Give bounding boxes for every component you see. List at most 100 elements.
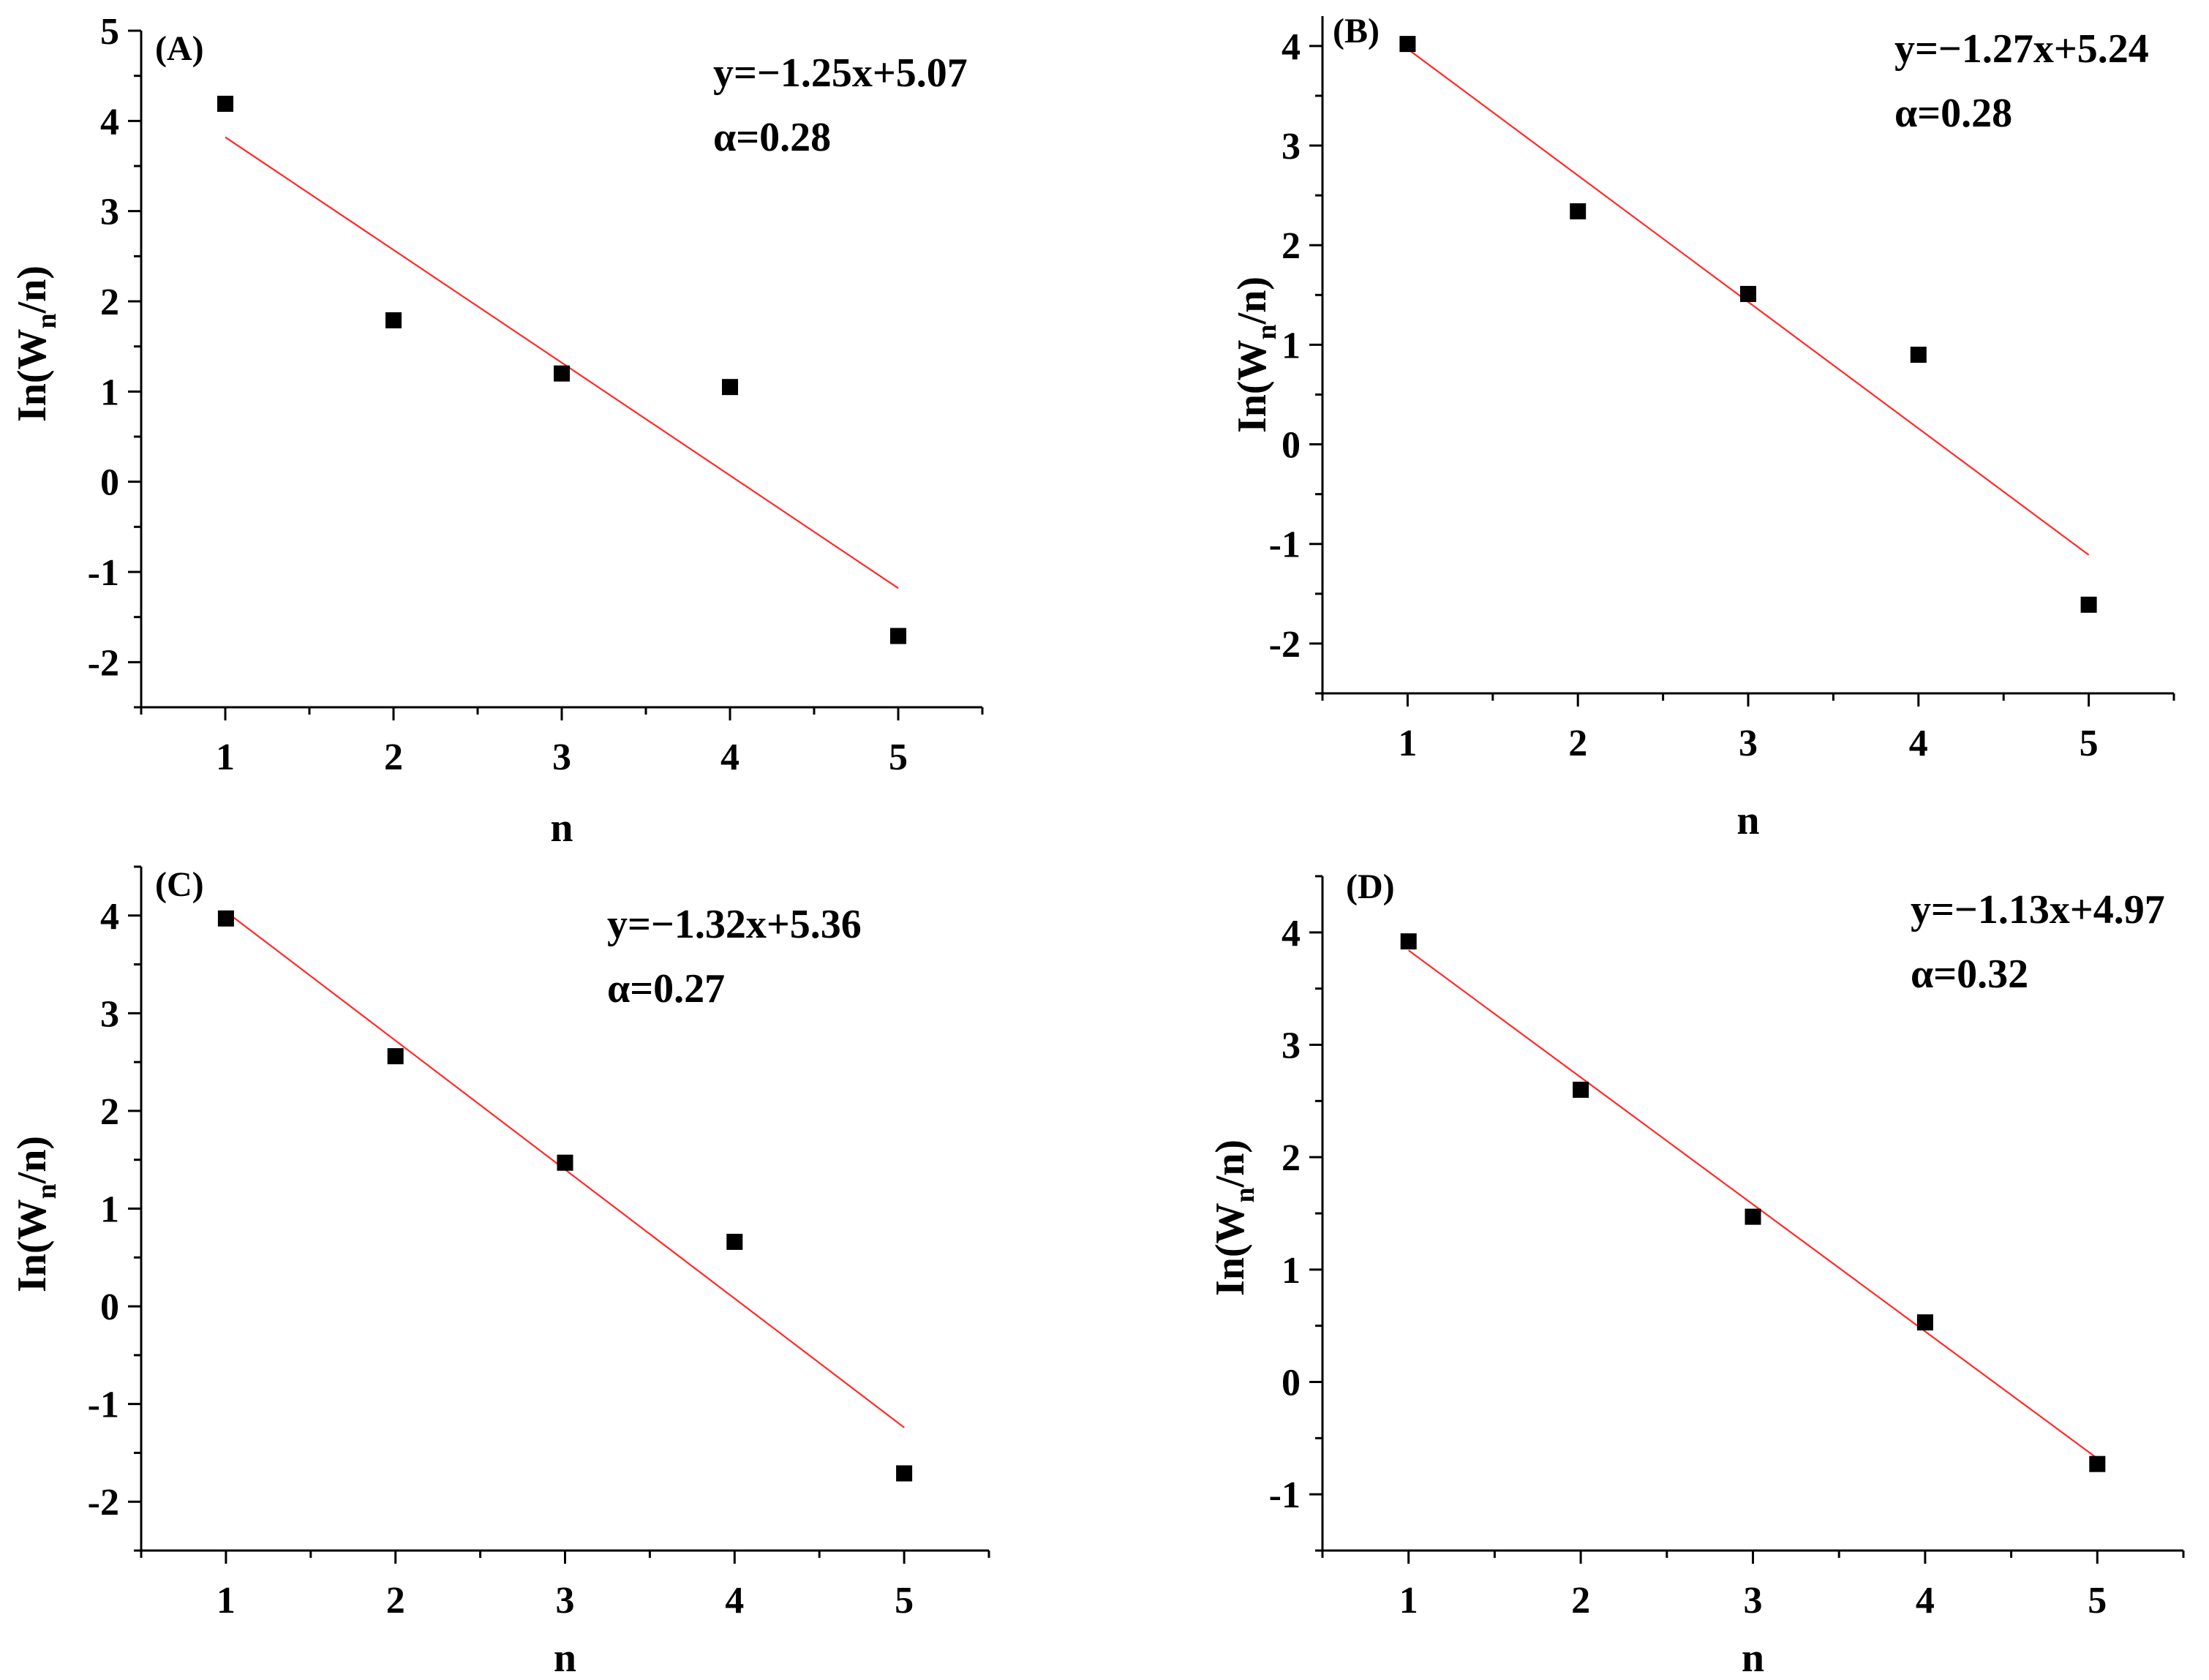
y-tick-label: 0 [100, 1287, 119, 1328]
y-tick-label: 3 [100, 993, 119, 1035]
x-tick-label: 4 [725, 1580, 744, 1621]
y-tick-label: -2 [88, 642, 119, 684]
y-axis-title-main: In(W [10, 328, 55, 422]
y-axis-title-subscript: n [31, 313, 62, 328]
data-point [217, 910, 234, 927]
fit-equation: y=−1.32x+5.36 [607, 902, 862, 947]
chart-panel: 1 2 3 4 5-2-101234nIn(Wn/n)(C)y=−1.32x+5.36α… [10, 865, 990, 1680]
x-tick-label: 1 [217, 1580, 236, 1621]
data-point [1910, 347, 1927, 363]
y-tick-label: 0 [1282, 425, 1301, 467]
data-point [1399, 36, 1416, 53]
y-tick-label: 1 [1282, 1250, 1301, 1292]
data-point [387, 1048, 404, 1065]
y-axis-title-main: In(W [1208, 1202, 1253, 1296]
y-tick-label: 1 [100, 372, 119, 413]
y-tick-label: 2 [1282, 1137, 1301, 1179]
x-axis-title: n [1736, 798, 1759, 843]
y-tick-label: -2 [1269, 624, 1301, 666]
y-tick-label: 0 [100, 462, 119, 504]
x-tick-label: 5 [2088, 1580, 2107, 1621]
fit-equation: y=−1.25x+5.07 [713, 50, 968, 96]
chart-panel: 1 2 3 4 5-101234nIn(Wn/n)(D)y=−1.13x+4.97α=0… [1208, 867, 2185, 1680]
y-axis-title: In(Wn/n) [10, 1136, 62, 1292]
data-point [385, 312, 402, 328]
x-tick-label: 1 [216, 737, 235, 778]
y-tick-label: 1 [1282, 325, 1301, 366]
alpha-value: α=0.28 [713, 115, 831, 160]
y-tick-label: 3 [100, 192, 119, 233]
x-tick-label: 3 [1744, 1580, 1763, 1621]
x-tick-label: 2 [1568, 723, 1587, 764]
x-tick-label: 4 [1909, 723, 1928, 764]
fit-line [1408, 949, 2098, 1459]
y-tick-label: 4 [1282, 913, 1301, 954]
panel-label: (D) [1346, 867, 1395, 906]
x-tick-label: 1 [1398, 723, 1417, 764]
fit-line [225, 136, 899, 589]
y-tick-label: 2 [100, 282, 119, 323]
x-axis-title: n [550, 805, 573, 851]
fit-equation: y=−1.13x+4.97 [1911, 887, 2165, 933]
chart-panel: 1 2 3 4 5-2-1012345nIn(Wn/n)(A)y=−1.25x+5.07… [10, 11, 984, 851]
x-tick-label: 2 [1571, 1580, 1590, 1621]
data-point [1745, 1208, 1761, 1225]
y-axis-title-tail: /n) [1230, 276, 1275, 325]
y-tick-label: -1 [88, 552, 119, 594]
x-axis-title: n [1742, 1635, 1764, 1680]
x-tick-label: 3 [556, 1580, 575, 1621]
y-tick-label: 0 [1282, 1363, 1301, 1404]
y-tick-label: 3 [1282, 1025, 1301, 1067]
y-axis-title-tail: /n) [10, 1136, 55, 1184]
y-axis-title-tail: /n) [1208, 1140, 1253, 1188]
data-point [1740, 285, 1756, 302]
y-axis-title: In(Wn/n) [1208, 1140, 1260, 1296]
y-axis-title-subscript: n [31, 1183, 62, 1199]
y-tick-label: -1 [1269, 1474, 1301, 1516]
y-tick-label: -1 [88, 1385, 119, 1426]
alpha-value: α=0.27 [607, 966, 725, 1012]
y-axis-title-subscript: n [1230, 1187, 1260, 1202]
x-tick-label: 5 [895, 1580, 914, 1621]
y-axis-title: In(Wn/n) [10, 265, 62, 422]
alpha-value: α=0.28 [1894, 91, 2012, 136]
y-tick-label: -2 [88, 1482, 119, 1523]
x-tick-label: 3 [552, 737, 571, 778]
x-tick-label: 5 [889, 737, 908, 778]
data-point [557, 1154, 573, 1171]
x-tick-label: 4 [720, 737, 740, 778]
y-tick-label: 4 [100, 101, 119, 143]
y-axis-title-tail: /n) [10, 265, 55, 314]
x-tick-label: 3 [1739, 723, 1758, 764]
y-axis-title-main: In(W [1230, 339, 1275, 433]
data-point [1570, 203, 1587, 219]
panel-label: (C) [155, 865, 204, 904]
x-tick-label: 5 [2080, 723, 2099, 764]
data-point [896, 1465, 913, 1482]
alpha-value: α=0.32 [1911, 952, 2028, 997]
x-tick-label: 2 [386, 1580, 405, 1621]
data-point [1573, 1081, 1589, 1098]
y-axis-title: In(Wn/n) [1230, 276, 1282, 433]
panel-label: (A) [155, 29, 204, 68]
x-tick-label: 2 [384, 737, 403, 778]
y-tick-label: 2 [1282, 225, 1301, 267]
data-point [1916, 1314, 1933, 1331]
y-tick-label: 1 [100, 1189, 119, 1231]
data-point [217, 95, 233, 112]
x-tick-label: 1 [1399, 1580, 1418, 1621]
panel-label: (B) [1333, 12, 1380, 50]
y-axis-title-main: In(W [10, 1199, 55, 1292]
data-point [722, 379, 738, 396]
data-point [2089, 1455, 2106, 1472]
data-point [890, 628, 906, 644]
x-tick-label: 4 [1916, 1580, 1935, 1621]
fit-equation: y=−1.27x+5.24 [1894, 26, 2149, 72]
data-point [2080, 596, 2097, 613]
y-tick-label: 4 [100, 896, 119, 938]
x-axis-title: n [554, 1635, 576, 1680]
y-tick-label: 5 [100, 11, 119, 53]
y-tick-label: 2 [100, 1091, 119, 1133]
y-axis-title-subscript: n [1252, 324, 1282, 339]
